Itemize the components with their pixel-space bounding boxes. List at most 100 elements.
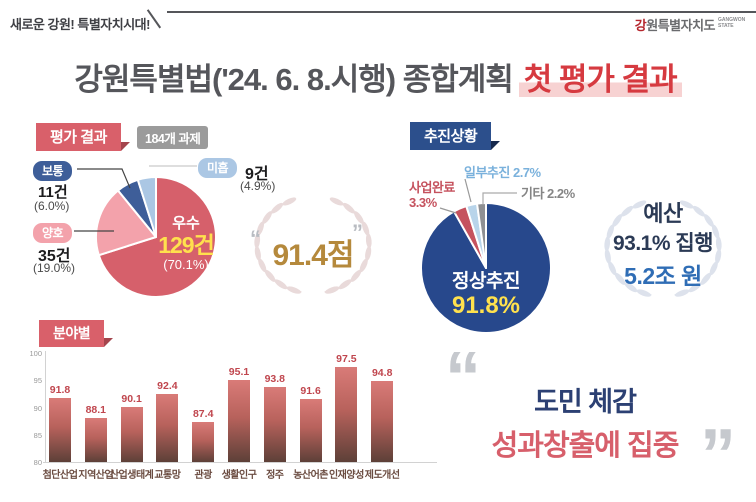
bar-value-산업생태계: 90.1 (121, 392, 142, 405)
bar-category-산업생태계: 산업생태계 (109, 470, 154, 481)
wreath-leaf (329, 197, 344, 206)
pie2-center-label: 정상추진 91.8% (451, 271, 521, 319)
legend-yangho-pill: 양호 (33, 223, 73, 243)
wreath-leaf (636, 289, 651, 297)
wreath-leaf (342, 202, 356, 214)
pie1-top-pct: (70.1%) (163, 256, 209, 272)
bar-category-지역산업: 지역산업 (78, 470, 114, 481)
wreath-leaf (614, 272, 626, 285)
bar-value-교통망: 92.4 (157, 380, 178, 393)
pie-slice-0 (420, 202, 552, 334)
legend-miheup-pill: 미흡 (198, 158, 238, 178)
y-tick-95: 95 (33, 376, 42, 386)
wreath-leaf (270, 202, 284, 214)
wreath-leaf (675, 289, 690, 297)
bar-value-첨단산업: 91.8 (49, 383, 71, 396)
bar-category-생활인구: 생활인구 (221, 470, 257, 481)
pie-slice-3 (136, 176, 157, 238)
header-rule (167, 11, 756, 13)
wreath-leaf (254, 245, 261, 261)
eval-section-badge: 평가 결과 (36, 123, 130, 151)
big-quote-close-icon: ” (700, 415, 736, 495)
quote-open-icon: “ (250, 226, 261, 251)
wreath-leaf (604, 236, 611, 252)
bar-value-정주: 93.8 (264, 372, 286, 385)
label-ilbu-chujin: 일부추진 2.7% (464, 165, 541, 180)
bar-인재양성 (335, 366, 358, 462)
miheup-pct: (4.9%) (240, 179, 276, 193)
botong-pct: (6.0%) (34, 199, 70, 213)
wreath-leaf (703, 214, 714, 227)
wreath-leaf (624, 282, 638, 293)
wreath-leaf (688, 282, 702, 293)
wreath-leaf (715, 236, 722, 252)
wreath-leaf (254, 233, 261, 249)
wreath-leaf (620, 205, 634, 217)
bar-산업생태계 (120, 406, 143, 462)
wreath-leaf (632, 200, 647, 209)
pie-slice-0 (97, 176, 217, 298)
wreath-leaf (361, 221, 370, 236)
budget-line3: 5.2조 원 (624, 263, 702, 289)
page-title: 강원특별법('24. 6. 8.시행) 종합계획 첫 평가 결과 (0, 54, 756, 99)
task-count-badge: 184개 과제 (137, 126, 209, 149)
quote-line1: 도민 체감 (534, 387, 637, 417)
miheup-count: 9건 (245, 166, 269, 183)
score-value: 91.4점 (272, 239, 355, 272)
bar-value-지역산업: 88.1 (85, 403, 107, 416)
wreath-leaf (604, 248, 611, 264)
bar-value-생활인구: 95.1 (228, 365, 250, 378)
pie1-top-value: 129건 (158, 231, 215, 258)
y-tick-100: 100 (29, 349, 42, 358)
wreath-leaf (350, 269, 362, 282)
y-axis (45, 351, 46, 462)
bar-category-농산어촌: 농산어촌 (293, 470, 328, 481)
y-tick-85: 85 (33, 430, 42, 440)
quote-close-icon: ” (352, 220, 363, 245)
wreath-leaf (612, 214, 623, 227)
bar-정주 (263, 386, 286, 462)
field-bar-chart: 100 95 90 85 80 91.8 첨단산업 88.1 지역산업 90.1 산업생태계 92.4… (28, 342, 460, 492)
wreath-leaf (365, 233, 372, 249)
bar-category-관광: 관광 (194, 470, 212, 481)
quote-line2: 성과창출에 집중 (491, 430, 680, 462)
x-axis (43, 462, 437, 463)
pie1-center-label: 우수 129건 (70.1%) (146, 215, 226, 272)
wreath-leaf (711, 224, 720, 239)
wreath-leaf (262, 211, 273, 224)
yangho-pct: (19.0%) (33, 261, 76, 275)
yangho-count: 35건 (38, 248, 71, 265)
y-tick-90: 90 (33, 403, 42, 413)
wreath-leaf (325, 286, 340, 294)
wreath-leaf (264, 269, 276, 282)
pie-slice-1 (95, 189, 157, 257)
bar-첨단산업 (49, 397, 71, 462)
logo-text: 강원특별자치도 (634, 18, 716, 33)
pie1-top-label: 우수 (172, 215, 200, 232)
bar-category-첨단산업: 첨단산업 (42, 470, 78, 481)
botong-count: 11건 (38, 184, 68, 201)
bar-value-관광: 87.4 (192, 407, 214, 420)
wreath-leaf (286, 286, 301, 294)
wreath-leaf (709, 261, 718, 276)
header-tagline: 새로운 강원! 특별자치시대! (10, 17, 150, 32)
evaluation-pie-chart (95, 176, 217, 298)
logo-subtext: GANGWON STATE (718, 17, 746, 29)
wreath-leaf (692, 205, 706, 217)
budget-line2: 93.1% 집행 (612, 232, 714, 255)
wreath-leaf (359, 258, 368, 273)
budget-wreath-icon (604, 200, 722, 297)
bar-category-제도개선: 제도개선 (364, 470, 400, 481)
bar-관광 (192, 421, 215, 462)
wreath-leaf (715, 248, 722, 264)
label-saup-wanryo: 사업완료 3.3% (409, 180, 455, 210)
wreath-leaf (338, 279, 352, 290)
bar-교통망 (156, 394, 179, 462)
wreath-leaf (606, 224, 615, 239)
bar-농산어촌 (299, 398, 322, 462)
wreath-leaf (258, 258, 267, 273)
budget-line1: 예산 (643, 201, 683, 226)
bar-value-농산어촌: 91.6 (300, 384, 321, 397)
bar-생활인구 (228, 379, 250, 462)
